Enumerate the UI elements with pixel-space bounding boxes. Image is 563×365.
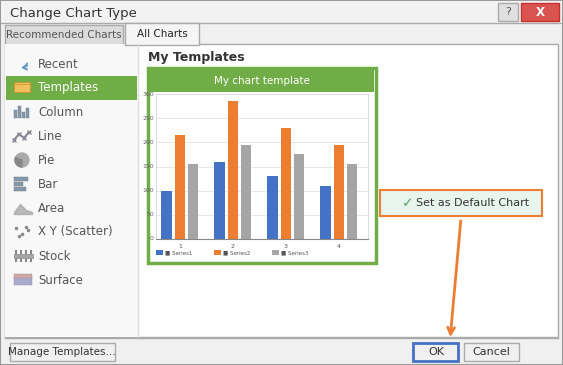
Bar [14, 182, 23, 186]
Bar [464, 343, 519, 361]
Bar [347, 164, 358, 239]
Bar [14, 84, 30, 92]
Bar [14, 187, 26, 191]
Text: My Templates: My Templates [148, 50, 245, 64]
Text: 150: 150 [142, 164, 154, 169]
Bar [19, 254, 23, 258]
Bar [14, 274, 32, 278]
Bar [267, 176, 278, 239]
Bar [333, 145, 344, 239]
Text: Area: Area [38, 201, 65, 215]
Bar [14, 82, 30, 92]
Circle shape [15, 153, 29, 167]
Bar [241, 145, 252, 239]
Bar [5, 25, 123, 45]
Bar [214, 250, 221, 255]
Text: My chart template: My chart template [214, 76, 310, 86]
Bar [5, 44, 138, 337]
Bar [227, 101, 238, 239]
Bar [125, 23, 199, 45]
Bar [22, 112, 25, 118]
Bar [29, 254, 33, 258]
Bar [1, 1, 562, 25]
Bar [498, 3, 518, 21]
Text: 1: 1 [178, 244, 182, 249]
Bar [162, 191, 172, 239]
Text: 250: 250 [142, 116, 154, 121]
Bar [413, 343, 458, 361]
Bar [26, 108, 29, 118]
Text: 3: 3 [284, 244, 288, 249]
Text: 4: 4 [337, 244, 341, 249]
Text: Templates: Templates [38, 81, 99, 95]
Bar [24, 254, 28, 258]
Bar [320, 186, 331, 239]
Text: 100: 100 [142, 188, 154, 193]
Text: 2: 2 [231, 244, 235, 249]
Text: Manage Templates...: Manage Templates... [8, 347, 116, 357]
Text: Pie: Pie [38, 154, 55, 166]
Text: OK: OK [428, 347, 444, 357]
Text: Set as Default Chart: Set as Default Chart [416, 198, 529, 208]
Text: ✓: ✓ [402, 196, 414, 210]
Text: Surface: Surface [38, 273, 83, 287]
Bar [14, 277, 32, 285]
Text: ■ Series1: ■ Series1 [165, 250, 193, 255]
Text: ?: ? [505, 7, 511, 17]
Text: X Y (Scatter): X Y (Scatter) [38, 226, 113, 238]
Text: Change Chart Type: Change Chart Type [10, 7, 137, 19]
Wedge shape [15, 158, 22, 167]
Text: ■ Series2: ■ Series2 [223, 250, 251, 255]
Bar [215, 162, 225, 239]
Text: ■ Series3: ■ Series3 [281, 250, 309, 255]
Bar [5, 339, 558, 363]
FancyArrowPatch shape [23, 64, 27, 69]
Bar [156, 94, 368, 239]
Bar [14, 177, 28, 181]
Text: Recommended Charts: Recommended Charts [6, 30, 122, 40]
Text: X: X [535, 5, 544, 19]
Bar [5, 44, 558, 337]
Text: 200: 200 [142, 140, 154, 145]
Bar [10, 343, 115, 361]
Bar [148, 68, 376, 263]
Bar [280, 128, 291, 239]
Text: Column: Column [38, 105, 83, 119]
Bar [150, 70, 374, 92]
Bar [294, 154, 305, 239]
Text: Cancel: Cancel [472, 347, 510, 357]
Text: Stock: Stock [38, 250, 70, 262]
Text: Line: Line [38, 130, 62, 142]
Text: Bar: Bar [38, 177, 59, 191]
Bar [156, 250, 163, 255]
Bar [188, 164, 198, 239]
Text: 0: 0 [150, 237, 154, 242]
Bar [14, 110, 17, 118]
Text: 50: 50 [146, 212, 154, 217]
Text: All Charts: All Charts [137, 29, 187, 39]
Bar [272, 250, 279, 255]
Bar [6, 76, 137, 100]
Bar [175, 135, 185, 239]
Bar [14, 254, 18, 258]
Bar [380, 190, 542, 216]
Text: Recent: Recent [38, 58, 79, 70]
Text: 300: 300 [142, 92, 154, 96]
Bar [521, 3, 559, 21]
Bar [18, 106, 21, 118]
